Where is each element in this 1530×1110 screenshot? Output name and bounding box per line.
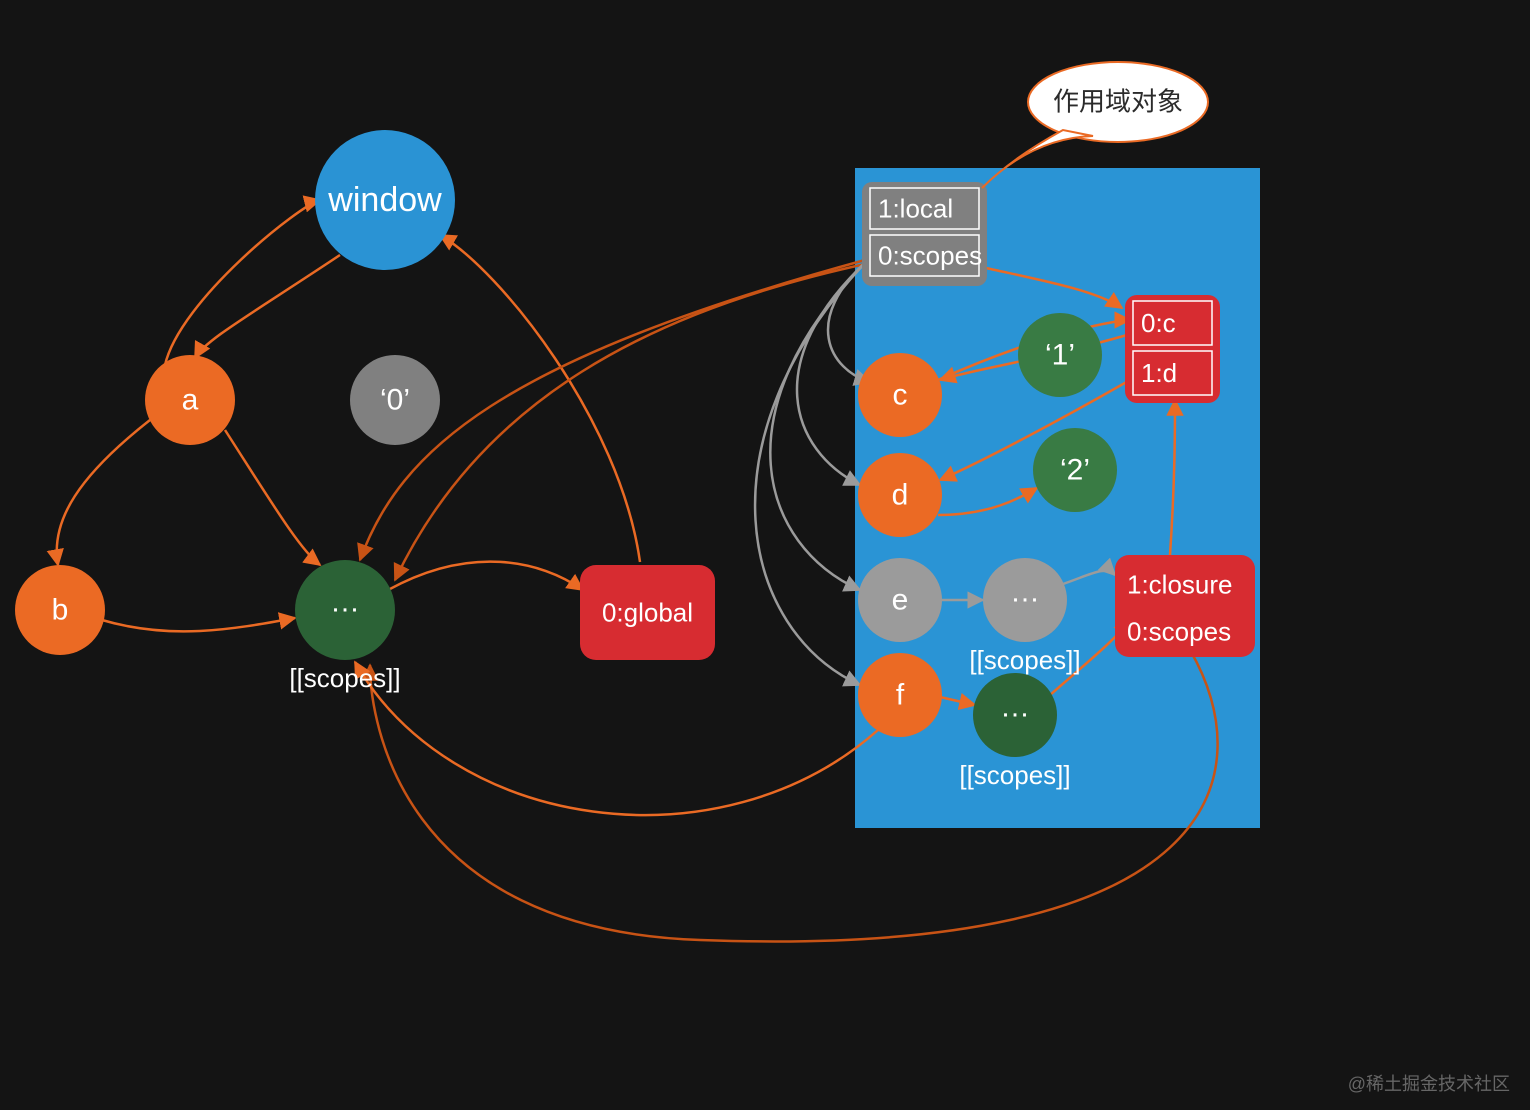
edge xyxy=(440,235,640,562)
node-scopesLeft-label: … xyxy=(330,586,360,619)
node-f-label: f xyxy=(896,679,905,712)
node-scopesF-sub: [[scopes]] xyxy=(959,760,1070,790)
edge xyxy=(102,618,295,631)
diagram-canvas: 1:local 0:scopes 0:c 1:d 0:global 1:closure 0:… xyxy=(0,0,1530,1110)
node-a-label: a xyxy=(182,384,199,417)
edge xyxy=(195,255,340,358)
node-b-label: b xyxy=(52,594,69,627)
edge xyxy=(770,262,866,590)
grey-row-local-label: 1:local xyxy=(878,194,953,224)
red-row-closure-label: 1:closure xyxy=(1127,570,1233,600)
edge xyxy=(225,430,320,565)
node-scopesE-label: … xyxy=(1010,576,1040,609)
red-box-global-label: 0:global xyxy=(602,598,693,628)
node-one-label: ‘1’ xyxy=(1045,339,1075,372)
node-c-label: c xyxy=(893,379,908,412)
grey-row-scopes-label: 0:scopes xyxy=(878,241,982,271)
watermark: @稀土掘金技术社区 xyxy=(1348,1074,1510,1094)
edge xyxy=(57,420,150,565)
edge xyxy=(388,562,583,590)
callout-text: 作用域对象 xyxy=(1053,88,1183,117)
node-e-label: e xyxy=(892,584,909,617)
edge xyxy=(355,662,878,815)
node-scopesF-label: … xyxy=(1000,691,1030,724)
node-two-label: ‘2’ xyxy=(1060,454,1090,487)
red-row-d-label: 1:d xyxy=(1141,358,1177,388)
red-row-c-label: 0:c xyxy=(1141,308,1176,338)
red-row-scopes-label: 0:scopes xyxy=(1127,617,1231,647)
node-scopesE-sub: [[scopes]] xyxy=(969,645,1080,675)
node-window-label: window xyxy=(327,181,442,219)
node-zero-label: ‘0’ xyxy=(380,384,410,417)
node-d-label: d xyxy=(892,479,909,512)
node-scopesLeft-sub: [[scopes]] xyxy=(289,663,400,693)
